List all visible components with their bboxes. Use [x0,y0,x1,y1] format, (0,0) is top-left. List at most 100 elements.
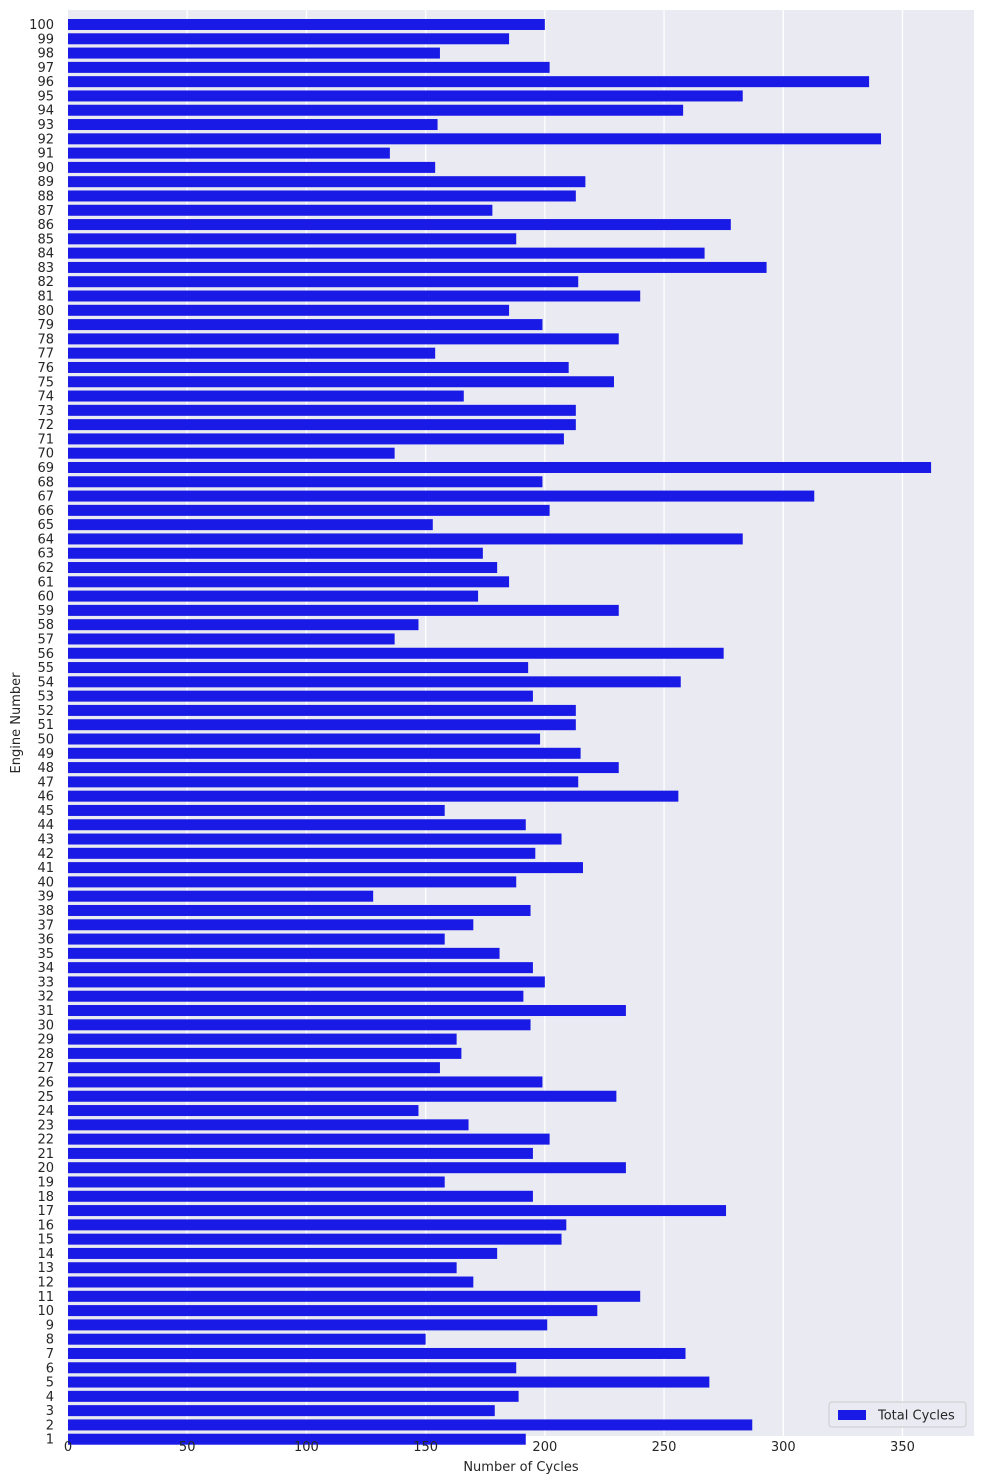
y-tick-label-93: 93 [37,118,54,133]
bar-engine-22 [68,1133,550,1145]
y-tick-label-87: 87 [37,204,54,219]
bar-engine-5 [68,1376,710,1388]
bar-engine-77 [68,347,436,359]
y-tick-label-62: 62 [37,561,54,576]
y-tick-label-20: 20 [37,1161,54,1176]
y-tick-label-16: 16 [37,1218,54,1233]
y-tick-label-52: 52 [37,704,54,719]
bar-engine-74 [68,390,464,402]
bar-engine-99 [68,33,510,45]
y-tick-label-12: 12 [37,1276,54,1291]
legend: Total Cycles [828,1401,967,1428]
y-tick-label-74: 74 [37,390,54,405]
y-tick-label-37: 37 [37,918,54,933]
bar-engine-12 [68,1276,474,1288]
bar-engine-31 [68,1005,626,1017]
bar-engine-93 [68,119,438,131]
y-tick-label-18: 18 [37,1190,54,1205]
y-tick-label-14: 14 [37,1247,54,1262]
y-tick-label-40: 40 [37,875,54,890]
y-tick-label-76: 76 [37,361,54,376]
x-tick-label-250: 250 [652,1440,677,1455]
y-tick-label-6: 6 [46,1361,54,1376]
y-tick-label-63: 63 [37,547,54,562]
bar-engine-38 [68,904,531,916]
bar-engine-24 [68,1105,419,1117]
y-tick-label-10: 10 [37,1304,54,1319]
y-tick-label-69: 69 [37,461,54,476]
bar-engine-27 [68,1062,440,1074]
y-tick-label-2: 2 [46,1418,54,1433]
bar-engine-64 [68,533,743,545]
bar-engine-69 [68,461,932,473]
bar-engine-16 [68,1219,567,1231]
y-tick-label-13: 13 [37,1261,54,1276]
y-tick-label-35: 35 [37,947,54,962]
y-tick-label-89: 89 [37,175,54,190]
bar-engine-92 [68,133,882,145]
legend-box [828,1401,967,1428]
bar-engine-11 [68,1290,641,1302]
legend-label: Total Cycles [877,1409,955,1424]
bar-engine-50 [68,733,541,745]
y-tick-label-81: 81 [37,290,54,305]
y-tick-label-57: 57 [37,632,54,647]
bar-engine-61 [68,576,510,588]
bar-engine-97 [68,61,550,73]
bar-engine-41 [68,862,583,874]
y-tick-label-91: 91 [37,147,54,162]
bar-engine-15 [68,1233,562,1245]
bar-engine-65 [68,519,433,531]
y-tick-label-66: 66 [37,504,54,519]
bar-engine-9 [68,1319,548,1331]
y-tick-label-75: 75 [37,375,54,390]
bar-engine-67 [68,490,815,502]
bar-engine-28 [68,1047,462,1059]
bar-engine-36 [68,933,445,945]
bar-engine-32 [68,990,524,1002]
x-tick-label-150: 150 [413,1440,438,1455]
y-tick-label-60: 60 [37,590,54,605]
bar-engine-91 [68,147,390,159]
y-tick-label-73: 73 [37,404,54,419]
bar-engine-85 [68,233,517,245]
y-tick-label-97: 97 [37,61,54,76]
bar-engine-46 [68,790,679,802]
y-tick-label-1: 1 [46,1433,54,1448]
y-tick-label-26: 26 [37,1075,54,1090]
bar-engine-42 [68,847,536,859]
y-tick-label-27: 27 [37,1061,54,1076]
y-tick-label-55: 55 [37,661,54,676]
y-tick-label-78: 78 [37,332,54,347]
bar-engine-6 [68,1362,517,1374]
y-tick-label-33: 33 [37,975,54,990]
y-tick-label-59: 59 [37,604,54,619]
y-tick-label-23: 23 [37,1118,54,1133]
y-tick-label-44: 44 [37,818,54,833]
bar-engine-81 [68,290,641,302]
y-tick-label-22: 22 [37,1133,54,1148]
y-tick-label-17: 17 [37,1204,54,1219]
bar-engine-57 [68,633,395,645]
bar-engine-33 [68,976,545,988]
x-axis-label: Number of Cycles [463,1460,579,1475]
x-tick-label-300: 300 [771,1440,796,1455]
y-tick-label-86: 86 [37,218,54,233]
y-tick-label-70: 70 [37,447,54,462]
y-tick-label-50: 50 [37,733,54,748]
bar-engine-45 [68,804,445,816]
bar-engine-26 [68,1076,543,1088]
bar-engine-96 [68,76,870,88]
bar-engine-34 [68,962,533,974]
x-tick-label-0: 0 [64,1440,72,1455]
y-tick-label-4: 4 [46,1390,54,1405]
bar-engine-17 [68,1205,727,1217]
y-tick-label-56: 56 [37,647,54,662]
legend-swatch [838,1410,866,1420]
y-tick-label-36: 36 [37,933,54,948]
y-tick-label-19: 19 [37,1175,54,1190]
y-tick-label-49: 49 [37,747,54,762]
y-tick-label-45: 45 [37,804,54,819]
y-tick-label-41: 41 [37,861,54,876]
